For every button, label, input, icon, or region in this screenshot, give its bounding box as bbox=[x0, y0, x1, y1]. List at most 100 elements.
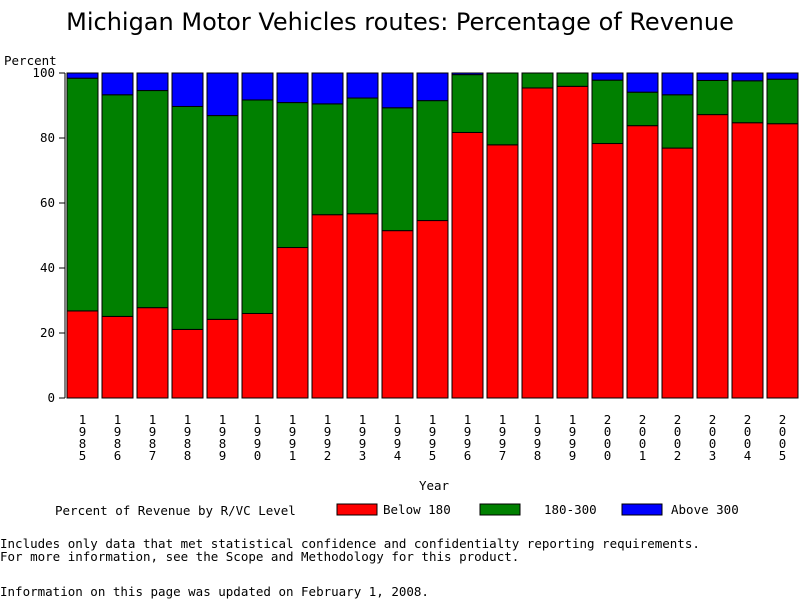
bar-segment bbox=[101, 315, 134, 399]
bar-segment bbox=[346, 72, 379, 99]
bar-segment bbox=[241, 99, 274, 314]
bar-segment bbox=[66, 310, 99, 399]
bar-segment bbox=[346, 97, 379, 215]
bar-segment bbox=[521, 72, 554, 89]
chart-title: Michigan Motor Vehicles routes: Percenta… bbox=[66, 8, 734, 36]
bar-segment bbox=[626, 125, 659, 399]
bar-segment bbox=[171, 105, 204, 330]
legend-title: Percent of Revenue by R/VC Level bbox=[55, 503, 296, 518]
bar-segment bbox=[136, 90, 169, 309]
bar-segment bbox=[101, 72, 134, 96]
legend-label: Below 180 bbox=[383, 502, 451, 517]
bar-segment bbox=[416, 100, 449, 222]
x-axis-label: Year bbox=[419, 478, 450, 493]
bar-segment bbox=[416, 220, 449, 399]
bar-segment bbox=[451, 72, 484, 76]
bar-segment bbox=[556, 72, 589, 87]
bar-segment bbox=[626, 91, 659, 127]
bar-segment bbox=[451, 131, 484, 399]
bar-segment bbox=[661, 94, 694, 149]
bars bbox=[66, 72, 799, 399]
bar-segment bbox=[731, 72, 764, 82]
bar-segment bbox=[66, 72, 99, 79]
legend: Percent of Revenue by R/VC Level Below 1… bbox=[55, 502, 739, 518]
bar-segment bbox=[416, 72, 449, 102]
bar-segment bbox=[731, 122, 764, 399]
bar-segment bbox=[521, 87, 554, 399]
bar-segment bbox=[381, 107, 414, 232]
y-tick-label: 40 bbox=[40, 260, 55, 275]
bar-segment bbox=[766, 78, 799, 125]
bar-segment bbox=[556, 85, 589, 399]
y-tick-label: 0 bbox=[47, 390, 55, 405]
bar-segment bbox=[626, 72, 659, 93]
bar-segment bbox=[486, 144, 519, 399]
bar-segment bbox=[101, 94, 134, 317]
footnote-methodology: For more information, see the Scope and … bbox=[0, 549, 520, 564]
legend-swatch bbox=[479, 503, 521, 516]
bar-segment bbox=[766, 123, 799, 399]
bar-segment bbox=[766, 72, 799, 80]
bar-segment bbox=[241, 72, 274, 101]
bar-segment bbox=[451, 74, 484, 133]
legend-swatch bbox=[621, 503, 663, 516]
bar-segment bbox=[311, 72, 344, 105]
y-tick-label: 80 bbox=[40, 130, 55, 145]
bar-segment bbox=[276, 102, 309, 249]
y-tick-label: 20 bbox=[40, 325, 55, 340]
bar-segment bbox=[591, 143, 624, 399]
bar-segment bbox=[171, 328, 204, 399]
bar-segment bbox=[136, 307, 169, 399]
y-tick-label: 60 bbox=[40, 195, 55, 210]
bar-segment bbox=[381, 72, 414, 109]
y-axis-label: Percent bbox=[4, 53, 57, 68]
bar-segment bbox=[486, 72, 519, 146]
footnote-updated: Information on this page was updated on … bbox=[0, 584, 429, 599]
y-axis: 0 20 40 60 80 100 bbox=[32, 65, 66, 405]
legend-swatch bbox=[336, 503, 378, 516]
y-tick-label: 100 bbox=[32, 65, 55, 80]
stacked-bar-chart: Percent 0 20 40 60 80 100 1 9 8 5 1 9 8 6 1 9 8 7 1 9 8 8 1 9 8… bbox=[4, 53, 799, 518]
bar-segment bbox=[206, 318, 239, 399]
bar-segment bbox=[311, 103, 344, 216]
bar-segment bbox=[171, 72, 204, 107]
bar-segment bbox=[591, 79, 624, 145]
bar-segment bbox=[241, 313, 274, 399]
bar-segment bbox=[206, 115, 239, 320]
bar-segment bbox=[276, 72, 309, 104]
bar-segment bbox=[696, 79, 729, 116]
bar-segment bbox=[66, 77, 99, 312]
bar-segment bbox=[206, 72, 239, 117]
bar-segment bbox=[661, 147, 694, 399]
footnote-confidence: Includes only data that met statistical … bbox=[0, 536, 700, 551]
bar-segment bbox=[696, 72, 729, 81]
bar-segment bbox=[136, 72, 169, 92]
bar-segment bbox=[731, 80, 764, 124]
legend-label: 180-300 bbox=[544, 502, 597, 517]
bar-segment bbox=[311, 214, 344, 399]
bar-segment bbox=[381, 230, 414, 399]
legend-label: Above 300 bbox=[671, 502, 739, 517]
bar-segment bbox=[696, 114, 729, 399]
